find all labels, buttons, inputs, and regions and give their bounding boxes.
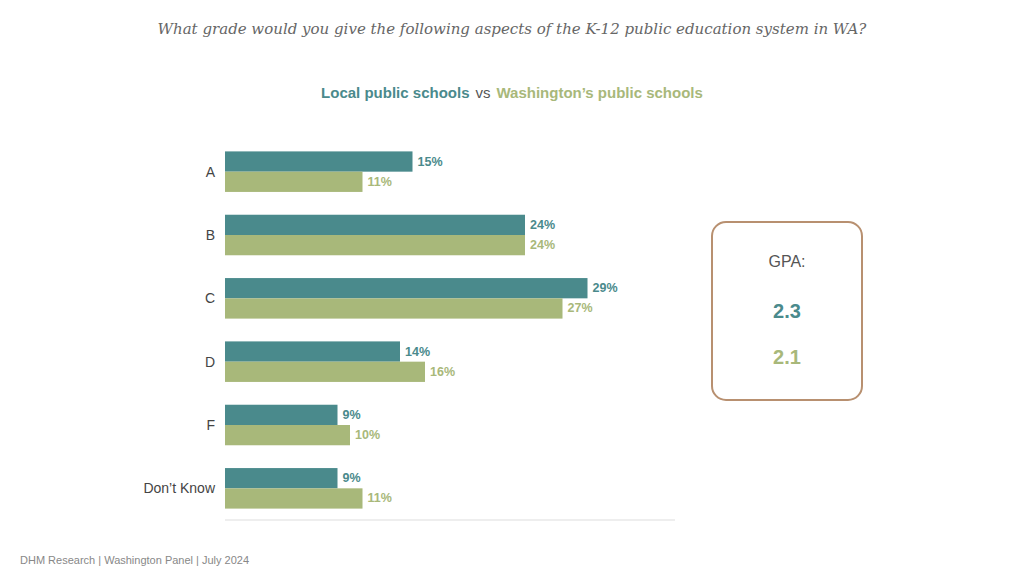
bar <box>225 362 425 382</box>
legend-entry: Washington’s public schools <box>496 84 702 101</box>
bar <box>225 278 588 298</box>
data-label: 24% <box>530 238 555 252</box>
y-tick-label: C <box>205 290 215 306</box>
data-label: 24% <box>530 218 555 232</box>
chart-container: What grade would you give the following … <box>0 0 1024 576</box>
bar <box>225 425 350 445</box>
background <box>0 0 1024 576</box>
y-tick-label: A <box>206 164 216 180</box>
gpa-value: 2.1 <box>773 346 801 368</box>
chart: What grade would you give the following … <box>0 0 1024 576</box>
subtitle-connector: vs <box>475 84 490 101</box>
y-tick-label: Don’t Know <box>143 480 215 496</box>
y-tick-label: D <box>205 354 215 370</box>
y-tick-label: B <box>206 227 215 243</box>
data-label: 9% <box>343 408 361 422</box>
gpa-box: GPA: 2.3 2.1 <box>712 222 862 400</box>
bar <box>225 298 563 318</box>
bars <box>225 151 588 508</box>
bar <box>225 405 338 425</box>
data-label: 15% <box>418 155 443 169</box>
gpa-value: 2.3 <box>773 300 801 322</box>
bar <box>225 172 363 192</box>
title: What grade would you give the following … <box>158 20 868 38</box>
gpa-heading: GPA: <box>768 253 805 270</box>
bar <box>225 215 525 235</box>
bar <box>225 468 338 488</box>
bar <box>225 235 525 255</box>
bar <box>225 488 363 508</box>
data-label: 16% <box>430 365 455 379</box>
x-axis-line <box>225 520 675 521</box>
data-label: 11% <box>368 175 392 189</box>
bar <box>225 341 400 361</box>
data-label: 29% <box>593 281 618 295</box>
footer: DHM Research | Washington Panel | July 2… <box>20 554 249 566</box>
data-label: 14% <box>405 345 430 359</box>
legend-entry: Local public schools <box>321 84 469 101</box>
data-label: 9% <box>343 471 361 485</box>
data-label: 10% <box>355 428 380 442</box>
data-label: 27% <box>568 301 593 315</box>
data-label: 11% <box>368 491 392 505</box>
subtitle-legend: Local public schools vs Washington’s publi… <box>321 84 703 101</box>
gpa-box-frame <box>712 222 862 400</box>
labels: A 15% 11% B 24% 24% C 29%27% D 14%16% F 9% 10% Don’t … <box>143 155 617 506</box>
y-tick-label: F <box>206 417 215 433</box>
bar <box>225 151 413 171</box>
